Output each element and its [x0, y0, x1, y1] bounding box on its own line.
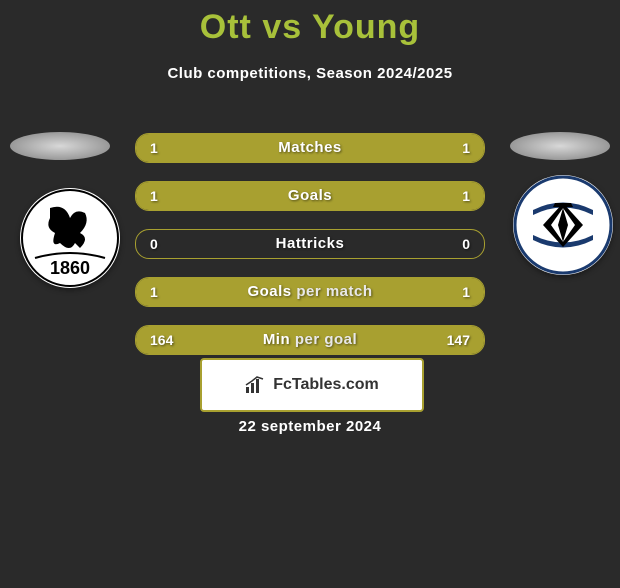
page-title: Ott vs Young	[0, 8, 620, 47]
page-subtitle: Club competitions, Season 2024/2025	[0, 65, 620, 82]
stat-label: Hattricks	[136, 230, 484, 258]
stat-row: 11Goals per match	[135, 277, 485, 307]
stat-row: 11Goals	[135, 181, 485, 211]
bar-chart-icon	[245, 376, 267, 394]
stat-label: Goals per match	[136, 278, 484, 306]
shadow-ellipse-right	[510, 132, 610, 160]
stat-row: 00Hattricks	[135, 229, 485, 259]
svg-text:1860: 1860	[50, 258, 90, 278]
team-right-logo	[513, 175, 613, 275]
stats-table: 11Matches 11Goals 00Hattricks 11Goals per m…	[135, 133, 485, 373]
stat-label: Goals	[136, 182, 484, 210]
branding-text: FcTables.com	[273, 376, 379, 394]
arminia-bielefeld-logo	[513, 175, 613, 275]
stat-row: 164147Min per goal	[135, 325, 485, 355]
branding-box[interactable]: FcTables.com	[200, 358, 424, 412]
1860-munich-logo: 1860	[20, 188, 120, 288]
stat-row: 11Matches	[135, 133, 485, 163]
team-left-logo: 1860	[20, 188, 120, 288]
date-text: 22 september 2024	[0, 418, 620, 435]
stat-label: Matches	[136, 134, 484, 162]
stat-label: Min per goal	[136, 326, 484, 354]
shadow-ellipse-left	[10, 132, 110, 160]
